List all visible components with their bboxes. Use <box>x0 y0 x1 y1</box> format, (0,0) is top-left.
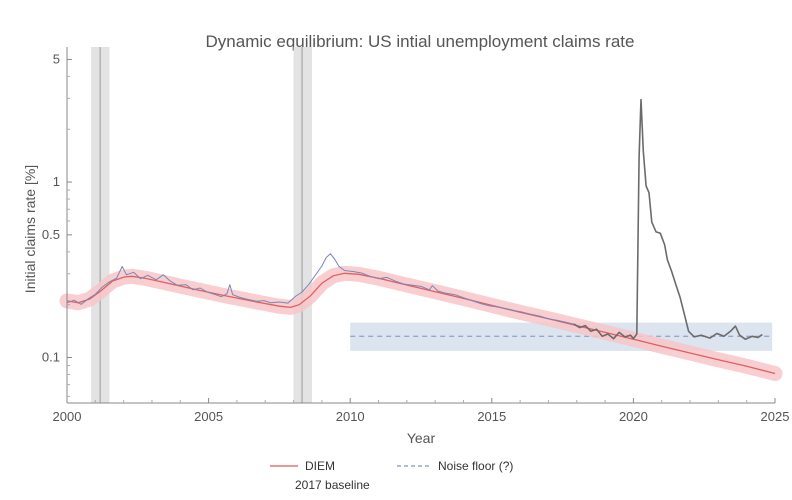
x-tick-label-2020: 2020 <box>619 409 648 424</box>
legend-diem-sublabel: 2017 baseline <box>295 478 370 492</box>
chart-title: Dynamic equilibrium: US intial unemploym… <box>206 32 635 51</box>
x-tick-label-2005: 2005 <box>194 409 223 424</box>
y-tick-label-0.5: 0.5 <box>42 227 60 242</box>
diem-line <box>66 272 776 375</box>
legend-noise-floor-label: Noise floor (?) <box>438 459 513 473</box>
series-line-1 <box>66 253 575 325</box>
x-tick-label-2015: 2015 <box>477 409 506 424</box>
y-tick-label-0.1: 0.1 <box>42 349 60 364</box>
y-tick-label-1: 1 <box>53 174 60 189</box>
legend-diem-label: DIEM <box>305 459 335 473</box>
x-tick-label-2010: 2010 <box>336 409 365 424</box>
series-line-2 <box>573 98 763 340</box>
y-axis-label: Initial claims rate [%] <box>22 165 38 293</box>
x-tick-label-2000: 2000 <box>53 409 82 424</box>
y-tick-label-5: 5 <box>53 51 60 66</box>
legend: DIEM 2017 baseline Noise floor (?) <box>270 459 513 492</box>
x-axis-label: Year <box>407 430 436 446</box>
x-tick-label-2025: 2025 <box>761 409 790 424</box>
recession-band-2 <box>293 47 312 403</box>
plot-area <box>59 47 783 403</box>
axes: 2000 2005 2010 2015 2020 2025 0.1 0.5 1 5 <box>42 47 790 424</box>
